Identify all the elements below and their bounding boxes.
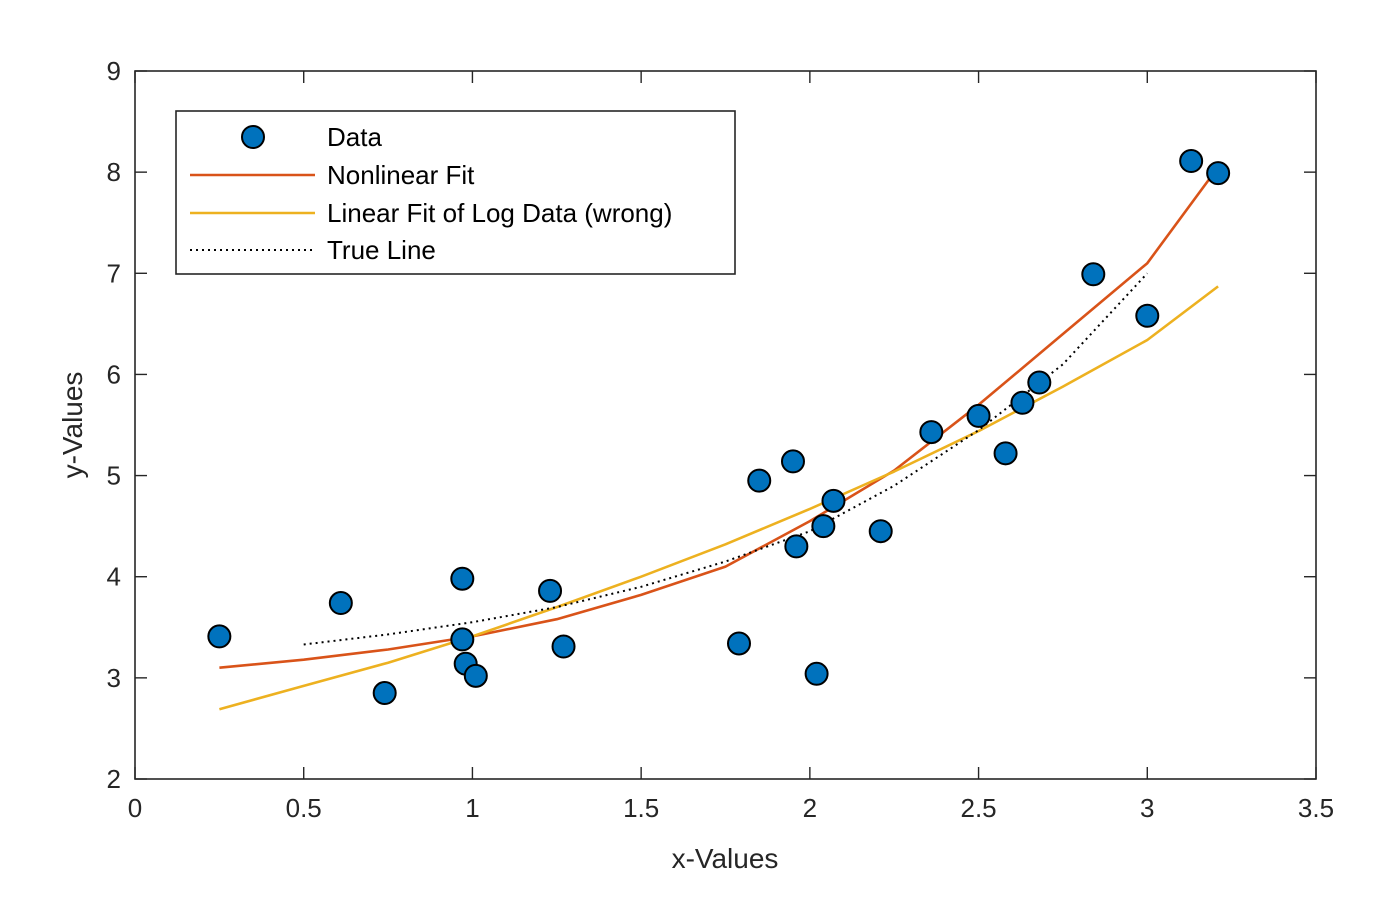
data-point	[747, 468, 772, 493]
nonlinear-fit-line	[219, 166, 1220, 669]
legend-entries: Data Nonlinear Fit Linear Fit of Log Data …	[190, 122, 672, 265]
data-point	[1027, 370, 1052, 395]
data-point	[804, 661, 829, 686]
y-tick-label: 5	[107, 461, 121, 491]
x-tick-label: 0	[128, 793, 142, 823]
data-point	[372, 681, 397, 706]
legend-label-data: Data	[327, 122, 382, 152]
x-axis-title: x-Values	[672, 843, 779, 874]
data-point	[784, 534, 809, 559]
y-axis-title: y-Values	[57, 372, 88, 479]
data-point	[463, 663, 488, 688]
legend-label-true-line: True Line	[327, 235, 436, 265]
legend-label-linear-fit-of-log-data-wrong: Linear Fit of Log Data (wrong)	[327, 198, 672, 228]
y-tick-label: 4	[107, 562, 121, 592]
data-point	[868, 519, 893, 544]
x-tick-label: 0.5	[286, 793, 322, 823]
x-tick-label: 3	[1140, 793, 1154, 823]
data-point	[993, 441, 1018, 466]
data-point	[811, 514, 836, 539]
data-point	[726, 631, 751, 656]
plot-lines-layer	[219, 166, 1220, 711]
linear-fit-of-log-data-wrong-line	[219, 285, 1219, 711]
data-point	[966, 403, 991, 428]
legend: Data Nonlinear Fit Linear Fit of Log Data …	[175, 110, 736, 275]
data-point	[551, 634, 576, 659]
data-point	[207, 624, 232, 649]
x-tick-label: 2	[803, 793, 817, 823]
data-point	[1135, 303, 1160, 328]
data-point	[450, 627, 475, 652]
y-tick-label: 7	[107, 258, 121, 288]
legend-marker-data	[241, 125, 265, 149]
data-point	[538, 578, 563, 603]
x-tick-label: 1	[465, 793, 479, 823]
legend-box	[175, 110, 736, 275]
data-point	[1081, 262, 1106, 287]
x-axis-ticks: 0 0.5 1 1.5 2 2.5 3 3.5	[128, 71, 1334, 823]
x-tick-label: 1.5	[623, 793, 659, 823]
y-axis-ticks: 2 3 4 5 6 7 8 9	[107, 56, 1316, 794]
data-point	[1010, 390, 1035, 415]
y-tick-label: 2	[107, 764, 121, 794]
plot-markers-layer	[207, 149, 1231, 706]
y-tick-label: 8	[107, 157, 121, 187]
data-point	[328, 591, 353, 616]
x-tick-label: 3.5	[1298, 793, 1334, 823]
data-point	[1206, 161, 1231, 186]
data-point	[780, 449, 805, 474]
y-tick-label: 3	[107, 663, 121, 693]
x-tick-label: 2.5	[960, 793, 996, 823]
axes-box	[134, 70, 1317, 780]
y-tick-label: 9	[107, 56, 121, 86]
data-point	[821, 488, 846, 513]
y-tick-label: 6	[107, 359, 121, 389]
legend-label-nonlinear-fit: Nonlinear Fit	[327, 160, 475, 190]
data-point	[919, 420, 944, 445]
data-point	[1179, 149, 1204, 174]
data-point	[450, 566, 475, 591]
